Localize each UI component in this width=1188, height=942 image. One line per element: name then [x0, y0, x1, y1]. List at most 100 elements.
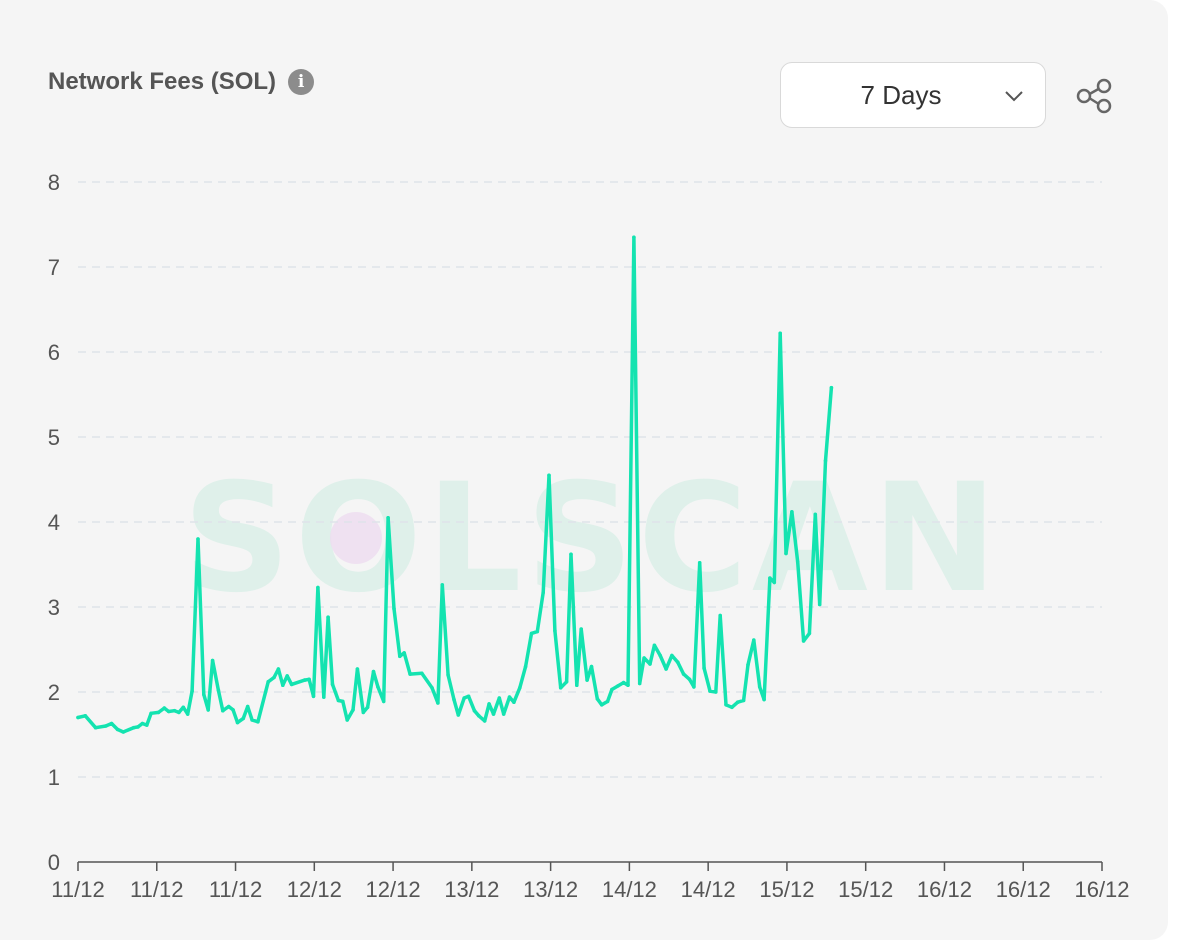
watermark-dot	[330, 512, 382, 564]
data-point	[829, 385, 834, 390]
data-point	[351, 708, 355, 712]
data-point	[778, 331, 782, 336]
data-point	[149, 711, 153, 716]
series-layer	[76, 235, 834, 734]
grid-lines	[78, 181, 1102, 778]
data-point	[245, 704, 250, 709]
data-point	[140, 721, 145, 726]
x-tick-label: 11/12	[51, 877, 104, 902]
data-point	[813, 512, 818, 517]
data-point	[430, 686, 434, 690]
data-point	[392, 606, 396, 611]
data-point	[446, 673, 450, 677]
x-axis: 11/12 11/12 11/12 12/12 12/12 13/12 13/12 14/12…	[51, 861, 1130, 902]
data-point	[462, 696, 467, 700]
data-point	[801, 639, 806, 643]
data-point	[718, 613, 722, 618]
y-tick-label: 6	[48, 340, 60, 365]
data-point	[714, 690, 718, 694]
data-point	[162, 706, 167, 710]
data-point	[266, 680, 271, 684]
data-point	[190, 689, 194, 693]
data-point	[529, 631, 534, 636]
x-tick-label: 13/12	[444, 877, 499, 902]
data-point	[768, 576, 772, 580]
data-point	[752, 638, 756, 642]
data-point	[402, 651, 407, 655]
data-point	[365, 705, 370, 710]
data-point	[285, 674, 290, 678]
data-point	[741, 698, 746, 703]
data-point	[697, 561, 702, 565]
data-point	[136, 725, 140, 729]
data-point	[216, 688, 221, 693]
data-point	[408, 672, 412, 676]
data-point	[558, 686, 563, 690]
data-point	[589, 664, 594, 669]
data-point	[440, 583, 445, 587]
data-point	[610, 687, 614, 692]
y-tick-label: 1	[48, 765, 60, 790]
data-point	[381, 699, 386, 704]
data-point	[311, 694, 316, 699]
data-point	[196, 537, 200, 541]
data-point	[177, 710, 181, 715]
data-point	[547, 473, 551, 478]
data-point	[564, 680, 569, 684]
y-tick-label: 4	[48, 510, 60, 535]
data-point	[376, 685, 380, 689]
data-point	[109, 721, 114, 726]
data-point	[491, 712, 496, 716]
data-point	[361, 710, 366, 715]
data-point	[692, 685, 696, 689]
y-tick-label: 7	[48, 255, 60, 280]
data-point	[371, 669, 376, 674]
data-point	[206, 708, 210, 712]
x-tick-label: 16/12	[996, 877, 1051, 902]
y-tick-label: 2	[48, 680, 60, 705]
data-point	[145, 723, 149, 727]
data-point	[772, 580, 777, 585]
time-range-value: 7 Days	[860, 79, 942, 110]
data-point	[276, 667, 281, 671]
data-point	[642, 656, 646, 660]
data-point	[131, 725, 136, 730]
card-header: Network Fees (SOL) i	[48, 68, 315, 96]
time-range-select[interactable]: 7 Days	[780, 62, 1046, 128]
data-point	[575, 683, 579, 687]
data-point	[569, 552, 573, 557]
x-tick-label: 11/12	[209, 877, 262, 902]
data-point	[616, 684, 620, 688]
data-point	[724, 703, 728, 707]
y-axis-ticks: 0 1 2 3 4 5 6 7 8	[48, 170, 60, 875]
x-tick-label: 12/12	[366, 877, 421, 902]
data-point	[512, 700, 516, 704]
data-point	[235, 720, 240, 725]
data-point	[702, 666, 706, 670]
data-point	[757, 685, 762, 689]
data-point	[420, 671, 424, 676]
card-title: Network Fees (SOL)	[48, 68, 277, 95]
data-point	[121, 730, 126, 734]
info-icon[interactable]: i	[288, 69, 315, 95]
data-point	[386, 516, 390, 520]
data-point	[648, 662, 652, 666]
data-point	[823, 459, 828, 463]
y-tick-label: 8	[48, 170, 60, 195]
data-point	[605, 699, 610, 704]
data-point	[730, 705, 734, 710]
data-point	[472, 708, 477, 713]
data-point	[452, 697, 456, 702]
data-point	[307, 677, 311, 682]
data-point	[746, 663, 750, 667]
data-point	[735, 700, 740, 704]
data-point	[398, 654, 402, 659]
data-point	[210, 658, 215, 663]
share-icon[interactable]	[1074, 76, 1114, 116]
data-point	[456, 713, 461, 717]
x-tick-label: 11/12	[130, 877, 183, 902]
data-point	[790, 510, 794, 514]
data-point	[172, 708, 177, 713]
data-point	[316, 585, 320, 590]
